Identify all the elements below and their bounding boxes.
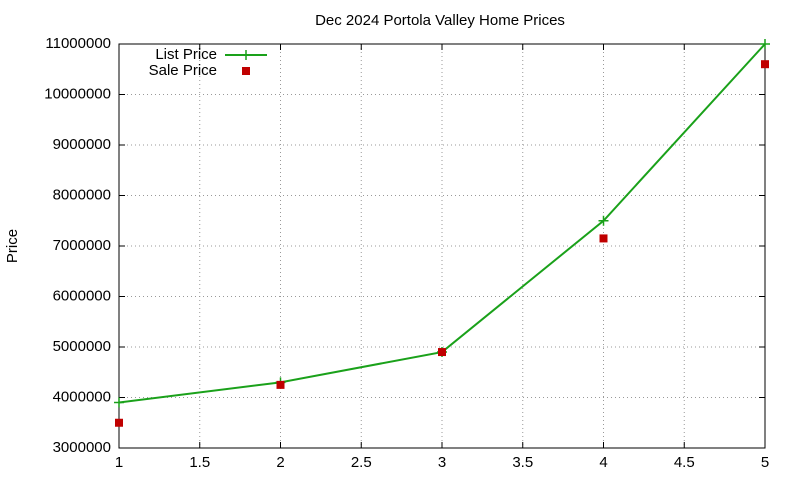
chart-title: Dec 2024 Portola Valley Home Prices: [315, 12, 565, 29]
data-point: [598, 215, 609, 226]
y-tick-label: 3000000: [53, 439, 111, 456]
legend-marker: [241, 50, 251, 60]
x-tick-label: 4: [599, 454, 607, 471]
y-tick-label: 8000000: [53, 186, 111, 203]
y-tick-label: 11000000: [45, 35, 111, 52]
x-tick-label: 4.5: [674, 454, 695, 471]
data-point: [115, 418, 123, 427]
data-point: [438, 348, 446, 357]
y-tick-label: 9000000: [53, 136, 111, 153]
y-tick-label: 4000000: [53, 388, 111, 405]
x-tick-label: 5: [761, 454, 769, 471]
legend-marker: [242, 67, 250, 75]
data-point: [599, 234, 608, 243]
legend-label: List Price: [155, 46, 217, 63]
x-tick-label: 2.5: [351, 454, 372, 471]
data-point: [760, 39, 770, 49]
y-axis-label: Price: [4, 229, 21, 263]
plot-border: [118, 43, 766, 449]
data-point: [276, 380, 285, 389]
x-tick-label: 1.5: [189, 454, 210, 471]
y-tick-label: 6000000: [53, 287, 111, 304]
data-point: [761, 60, 769, 69]
x-tick-label: 3: [438, 454, 446, 471]
y-tick-label: 10000000: [44, 85, 111, 102]
x-tick-label: 3.5: [512, 454, 533, 471]
x-tick-label: 2: [276, 454, 284, 471]
x-tick-label: 1: [115, 454, 123, 471]
y-tick-label: 5000000: [53, 338, 111, 355]
data-point: [114, 397, 124, 408]
y-tick-label: 7000000: [53, 237, 111, 254]
legend-label: Sale Price: [149, 62, 217, 79]
